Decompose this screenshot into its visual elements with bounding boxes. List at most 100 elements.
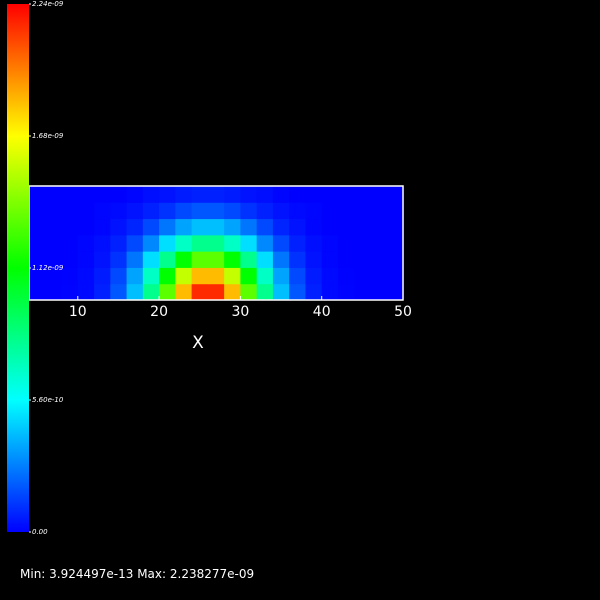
- heat-cell: [175, 218, 193, 236]
- heat-cell: [256, 267, 274, 285]
- heat-cell: [29, 251, 46, 268]
- x-tick-label: 30: [231, 304, 249, 320]
- heat-cell: [224, 202, 241, 220]
- heat-cell: [224, 267, 241, 285]
- heat-cell: [94, 251, 111, 268]
- heat-cell: [207, 202, 225, 220]
- heat-cell: [354, 234, 371, 252]
- heat-cell: [94, 186, 111, 203]
- heat-cell: [337, 218, 355, 236]
- heat-cell: [77, 267, 95, 285]
- heat-cell: [175, 267, 193, 285]
- heat-cell: [191, 234, 209, 252]
- colorbar-tick-label: 5.60e-10: [32, 396, 64, 404]
- heat-cell: [77, 202, 95, 220]
- heat-cell: [354, 251, 371, 268]
- heat-cell: [191, 251, 209, 268]
- heat-cell: [289, 267, 306, 285]
- heat-cell: [159, 218, 176, 236]
- heat-cell: [77, 218, 95, 236]
- heat-cell: [126, 267, 144, 285]
- heat-cell: [289, 251, 306, 268]
- heat-cell: [289, 186, 306, 203]
- heat-cell: [240, 283, 258, 301]
- heat-cell: [45, 267, 63, 285]
- heat-cell: [29, 234, 46, 252]
- heat-cell: [207, 283, 225, 301]
- heat-cell: [354, 267, 371, 285]
- heat-cell: [61, 202, 79, 220]
- heat-cell: [159, 186, 176, 203]
- heat-cell: [191, 283, 209, 301]
- heat-cell: [354, 218, 371, 236]
- heat-cell: [370, 202, 388, 220]
- heat-cell: [159, 251, 176, 268]
- heat-cell: [386, 283, 404, 301]
- heat-cell: [94, 218, 111, 236]
- heat-cell: [175, 234, 193, 252]
- heat-cell: [61, 218, 79, 236]
- heat-cell: [45, 234, 63, 252]
- heat-cell: [305, 267, 323, 285]
- heat-cell: [240, 202, 258, 220]
- heat-cell: [370, 251, 388, 268]
- heat-cell: [370, 283, 388, 301]
- heat-cell: [321, 186, 339, 203]
- heat-cell: [142, 218, 160, 236]
- x-tick-label: 40: [313, 304, 331, 320]
- heat-cell: [29, 218, 46, 236]
- heat-cell: [61, 186, 79, 203]
- heat-cell: [370, 267, 388, 285]
- heat-cell: [126, 283, 144, 301]
- heat-cell: [61, 283, 79, 301]
- heat-cell: [77, 186, 95, 203]
- heat-cell: [240, 267, 258, 285]
- heat-cell: [370, 186, 388, 203]
- colorbar: [7, 4, 29, 532]
- heat-cell: [110, 283, 128, 301]
- heat-cell: [321, 234, 339, 252]
- heat-cell: [256, 186, 274, 203]
- heat-cell: [159, 202, 176, 220]
- heat-cell: [191, 202, 209, 220]
- heat-cell: [94, 283, 111, 301]
- heat-cell: [142, 251, 160, 268]
- heat-cell: [110, 218, 128, 236]
- heat-cell: [370, 218, 388, 236]
- heat-cell: [272, 186, 290, 203]
- x-axis-label: X: [192, 333, 204, 353]
- heat-cell: [240, 251, 258, 268]
- heat-cell: [370, 234, 388, 252]
- heat-cell: [289, 202, 306, 220]
- x-tick-label: 50: [394, 304, 412, 320]
- heat-cell: [159, 267, 176, 285]
- heat-cell: [110, 186, 128, 203]
- heat-cell: [142, 267, 160, 285]
- heat-cell: [45, 186, 63, 203]
- heat-cell: [305, 218, 323, 236]
- heat-cell: [126, 202, 144, 220]
- heat-cell: [272, 267, 290, 285]
- x-tick-label: 20: [150, 304, 168, 320]
- heat-cell: [142, 283, 160, 301]
- heat-cell: [321, 202, 339, 220]
- heat-cell: [337, 267, 355, 285]
- heat-cell: [142, 234, 160, 252]
- heat-cell: [175, 186, 193, 203]
- heat-cell: [289, 283, 306, 301]
- heat-cell: [207, 251, 225, 268]
- heat-cell: [354, 186, 371, 203]
- heat-cell: [77, 283, 95, 301]
- heat-cell: [256, 283, 274, 301]
- heat-cell: [126, 218, 144, 236]
- heat-cell: [159, 234, 176, 252]
- heat-cell: [256, 202, 274, 220]
- heat-cell: [305, 234, 323, 252]
- heat-cell: [45, 251, 63, 268]
- heat-cell: [305, 202, 323, 220]
- footer: Min: 3.924497e-13 Max: 2.238277e-09: [20, 567, 254, 581]
- heat-cell: [337, 234, 355, 252]
- heat-cell: [337, 186, 355, 203]
- heat-cell: [94, 267, 111, 285]
- heat-cell: [224, 283, 241, 301]
